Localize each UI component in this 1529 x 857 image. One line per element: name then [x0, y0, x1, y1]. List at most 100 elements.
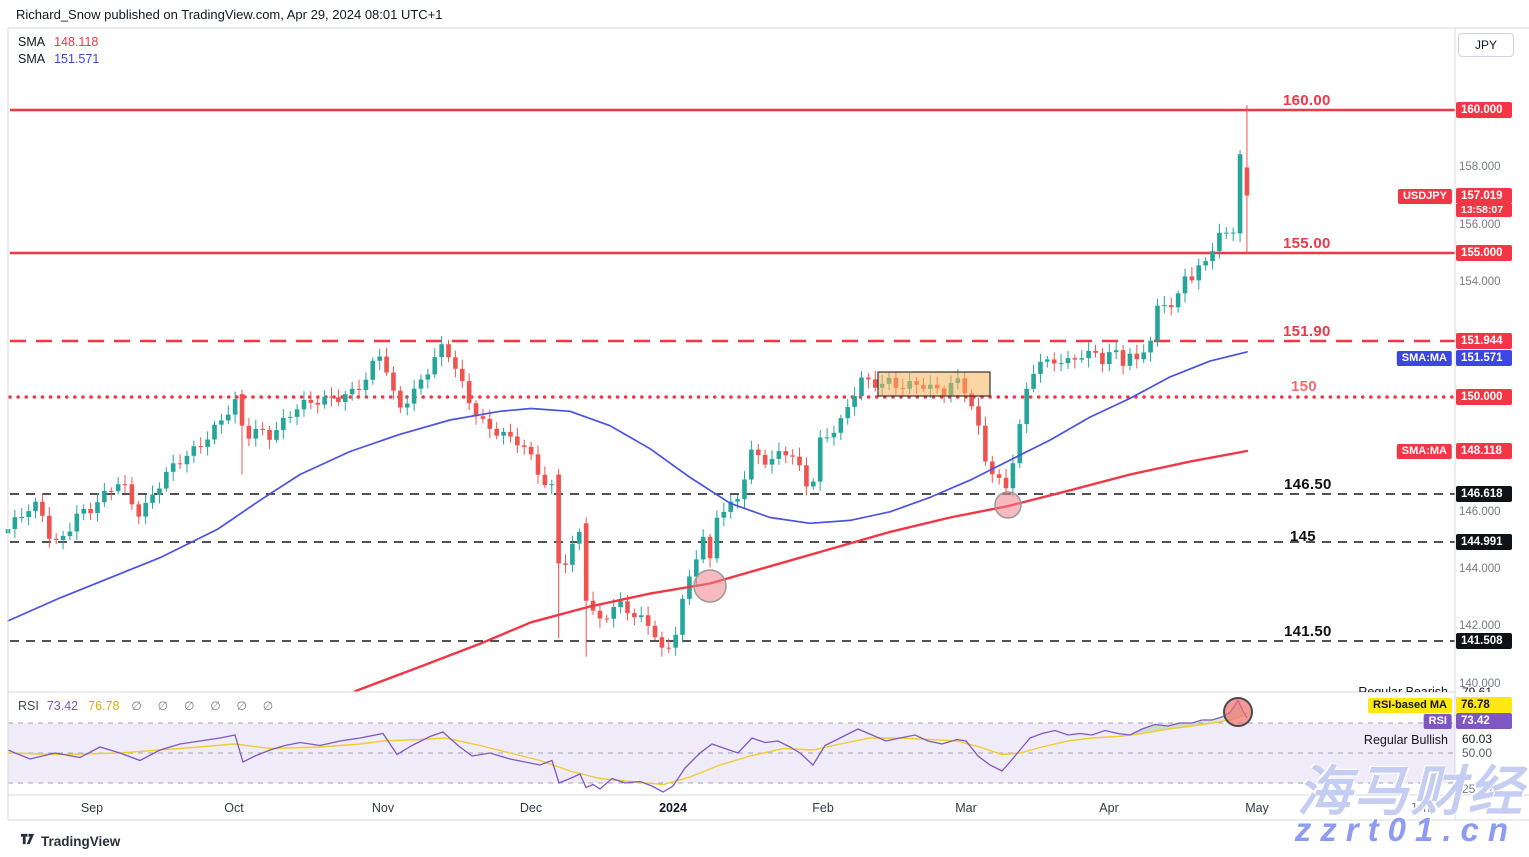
rsi-value: 73.42 — [46, 699, 79, 713]
candle-body — [700, 536, 706, 560]
candle-body — [322, 396, 327, 405]
candle-body — [1093, 350, 1098, 353]
rsi-ma-value: 76.78 — [88, 699, 120, 713]
candle-body — [1203, 261, 1208, 266]
candle-body — [60, 535, 66, 540]
candle-body — [1003, 477, 1009, 489]
sma-legend-row-blue[interactable]: SMA 151.571 — [18, 51, 99, 68]
candle-body — [872, 379, 878, 388]
candle-body — [1223, 232, 1229, 234]
candle-body — [46, 515, 52, 539]
price-axis-tick-142.000: 142.000 — [1459, 620, 1501, 632]
candle-body — [170, 463, 176, 472]
candle-body — [976, 406, 981, 426]
candle-body — [831, 432, 837, 438]
candle-body — [212, 424, 217, 440]
candle-body — [398, 390, 403, 408]
candle-body — [294, 409, 300, 417]
candle-body — [281, 417, 286, 431]
candle-body — [432, 357, 438, 375]
price-axis-tick-144.000: 144.000 — [1459, 563, 1501, 575]
candle-body — [556, 474, 561, 564]
candle-body — [1141, 352, 1146, 360]
candle-body — [652, 625, 658, 638]
candle-body — [473, 403, 479, 417]
candle-body — [95, 502, 100, 514]
candle-body — [177, 463, 183, 465]
sma-legend-row-red[interactable]: SMA 148.118 — [18, 34, 99, 51]
candle-body — [1038, 361, 1043, 374]
candle-body — [604, 618, 610, 620]
candle-body — [666, 647, 672, 649]
rsi-label: RSI — [18, 699, 39, 713]
candle-body — [583, 523, 589, 601]
candle-body — [542, 474, 548, 486]
candle-body — [191, 446, 197, 456]
rsi-highlight-circle — [1223, 697, 1253, 727]
rsi-legend[interactable]: RSI 73.42 76.78 ∅ ∅ ∅ ∅ ∅ ∅ — [18, 699, 279, 713]
price-axis-tick-154.000: 154.000 — [1459, 276, 1501, 288]
candle-body — [363, 379, 369, 391]
level-label-146.50: 146.50 — [1284, 476, 1332, 493]
candle-body — [866, 377, 871, 380]
candle-body — [969, 393, 974, 407]
time-axis-label-Jun: Jun — [1409, 801, 1431, 815]
candle-body — [1217, 232, 1222, 252]
candle-body — [1051, 359, 1057, 364]
candle-body — [721, 511, 727, 518]
candle-body — [418, 379, 424, 389]
candle-body — [508, 431, 513, 437]
axis-badge-148.118: 148.118 — [1456, 443, 1512, 459]
candle-body — [1031, 373, 1036, 389]
candle-body — [817, 437, 823, 482]
candle-body — [26, 511, 31, 517]
rsi-fill — [1130, 700, 1243, 735]
candle-body — [680, 598, 685, 635]
candle-body — [1010, 463, 1016, 489]
time-axis-label-Oct: Oct — [224, 801, 244, 815]
time-axis-label-Mar: Mar — [955, 801, 977, 815]
candle-body — [852, 396, 857, 407]
candle-body — [404, 403, 410, 408]
axis-badge-141.508: 141.508 — [1456, 633, 1512, 649]
candle-body — [267, 429, 272, 440]
rsi-axis-label-25.00: 25.00 — [1462, 782, 1493, 796]
candle-body — [1079, 358, 1085, 360]
candle-body — [102, 490, 107, 503]
candle-body — [480, 416, 486, 419]
candle-body — [164, 471, 169, 489]
axis-badge-160.000: 160.000 — [1456, 102, 1512, 118]
axis-badge-73.42: 73.42 — [1456, 713, 1512, 729]
candle-body — [446, 344, 451, 358]
level-label-155.00: 155.00 — [1283, 235, 1331, 252]
chart-chip-rsi: RSI — [1423, 713, 1452, 729]
highlight-circle — [693, 569, 727, 603]
candle-body — [1162, 305, 1167, 307]
candle-body — [1072, 358, 1078, 360]
candle-body — [728, 501, 734, 512]
candle-body — [494, 428, 499, 436]
price-axis-tick-158.000: 158.000 — [1459, 161, 1501, 173]
candle-body — [824, 437, 830, 439]
candle-body — [466, 381, 472, 404]
axis-badge-sub-13:58:07: 13:58:07 — [1456, 204, 1512, 217]
price-axis-tick-140.000: 140.000 — [1459, 678, 1501, 690]
candle-body — [184, 455, 190, 465]
candle-body — [122, 484, 128, 486]
axis-badge-146.618: 146.618 — [1456, 486, 1512, 502]
tradingview-branding[interactable]: TradingView — [20, 831, 120, 851]
candle-body — [370, 360, 376, 380]
time-axis-label-Feb: Feb — [812, 801, 834, 815]
rsi-hidden-values: ∅ ∅ ∅ ∅ ∅ ∅ — [131, 699, 280, 713]
candle-body — [239, 394, 245, 426]
candle-body — [274, 430, 279, 440]
candle-body — [1230, 232, 1236, 234]
price-axis-tick-156.000: 156.000 — [1459, 219, 1501, 231]
publish-attribution: Richard_Snow published on TradingView.co… — [16, 7, 443, 22]
candle-body — [989, 461, 995, 475]
candle-body — [1065, 358, 1071, 364]
candle-body — [143, 502, 148, 517]
candle-body — [377, 356, 382, 361]
